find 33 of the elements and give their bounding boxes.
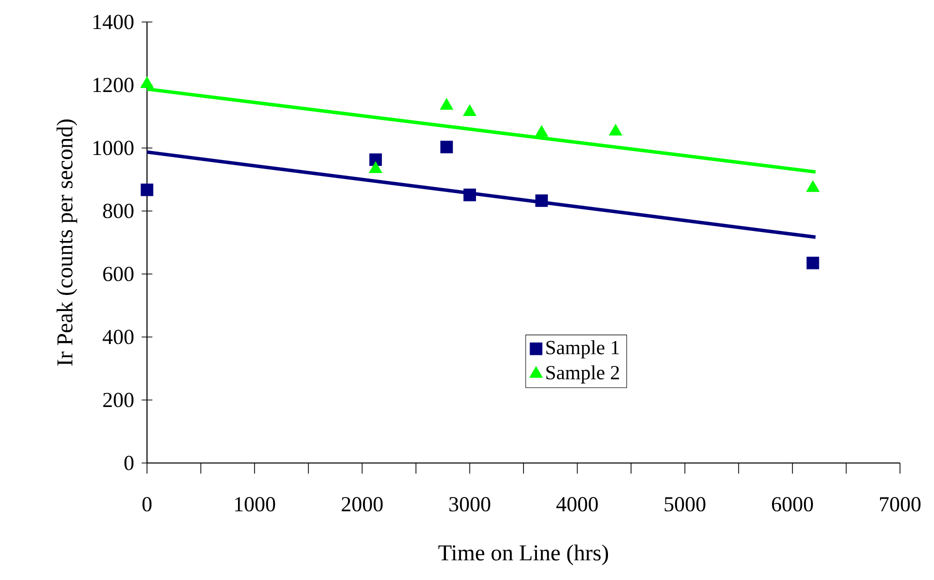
x-tick-label: 6000 xyxy=(772,497,813,512)
x-tick-label: 7000 xyxy=(880,497,921,512)
point xyxy=(535,194,548,207)
x-axis-title: Time on Line (hrs) xyxy=(438,544,608,566)
point xyxy=(534,125,548,137)
point xyxy=(369,153,382,166)
y-tick-label: 1400 xyxy=(94,14,134,30)
y-tick-label: 800 xyxy=(103,204,134,218)
y-tick-label: 1200 xyxy=(94,78,134,92)
point xyxy=(806,256,820,270)
point xyxy=(140,184,154,196)
y-axis-title: Ir Peak (counts per second) xyxy=(56,119,78,366)
point xyxy=(140,76,154,88)
point xyxy=(463,188,476,202)
x-tick-label: 4000 xyxy=(556,497,598,512)
y-tick-label: 400 xyxy=(102,330,134,344)
point xyxy=(440,140,453,154)
point xyxy=(463,104,476,116)
y-tick-label: 0 xyxy=(124,456,134,470)
point xyxy=(440,98,454,110)
y-tick-label: 600 xyxy=(103,266,134,282)
point xyxy=(368,161,382,174)
x-tick-label: 1000 xyxy=(235,497,276,512)
y-tick-label: 200 xyxy=(103,392,134,408)
x-tick-label: 5000 xyxy=(664,497,706,512)
legend-label: Sample 1 xyxy=(546,340,619,358)
y-tick-label: 1000 xyxy=(94,140,134,156)
legend-label: Sample 2 xyxy=(546,365,619,384)
x-tick-label: 2000 xyxy=(342,497,383,512)
point xyxy=(608,124,622,136)
x-tick-label: 3000 xyxy=(449,497,490,512)
point xyxy=(806,180,820,192)
x-tick-label: 0 xyxy=(142,497,152,512)
